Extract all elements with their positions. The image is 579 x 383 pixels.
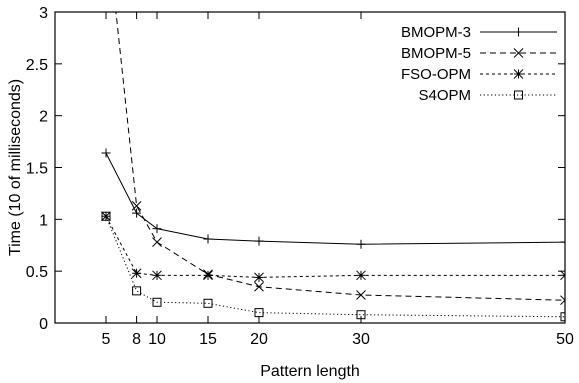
legend-swatch-marker [514,27,523,37]
y-tick-label: 3 [39,5,48,22]
series-s4opm [101,211,565,322]
series-line [105,215,565,278]
data-point [152,224,162,234]
x-tick-label: 20 [250,331,268,348]
data-point [356,270,366,281]
legend-label: BMOPM-5 [401,45,471,62]
data-point [132,208,142,218]
x-tick-label: 15 [199,331,217,348]
x-tick-label: 30 [352,331,370,348]
data-point [152,297,162,307]
data-point [356,290,366,300]
data-point [356,239,366,249]
data-point [101,211,111,221]
y-tick-label: 0.5 [26,264,48,281]
legend-item: FSO-OPM [401,66,557,83]
series-bmopm-3 [101,148,565,249]
data-point [152,270,162,281]
series-bmopm-5 [115,12,565,306]
data-point [560,237,565,247]
data-point [254,281,264,292]
legend-item: BMOPM-3 [401,24,557,41]
y-tick-label: 1 [39,212,48,229]
y-tick-label: 2 [39,109,48,126]
x-tick-label: 50 [556,331,574,348]
data-point [560,270,565,281]
data-point [101,148,111,158]
series-fso-opm [101,211,565,283]
legend-label: BMOPM-3 [401,24,471,41]
legend-label: S4OPM [418,87,471,104]
y-tick-label: 2.5 [26,57,48,74]
y-axis-label: Time (10 of milliseconds) [7,79,24,256]
legend-item: S4OPM [418,87,557,104]
data-point [560,295,565,306]
data-point [254,272,264,283]
data-point [132,286,142,296]
data-point [203,270,213,281]
series-line [105,152,565,245]
series-line [115,12,565,301]
x-tick-label: 10 [148,331,166,348]
x-axis-label: Pattern length [260,363,360,380]
x-tick-label: 5 [102,331,111,348]
data-point [131,201,142,211]
ticks-layer: 5 8 10 15 20 30 50 0 0.5 1 1.5 2 2.5 3 [26,5,574,348]
plot-frame [54,11,566,324]
y-tick-label: 1.5 [26,161,48,178]
series-line [105,216,565,318]
data-point [254,236,264,246]
legend-label: FSO-OPM [401,66,471,83]
legend-item: BMOPM-5 [401,45,557,62]
series-layer [101,12,565,322]
y-tick-label: 0 [39,316,48,333]
legend: BMOPM-3 BMOPM-5 FSO-OPM S4OPM [401,24,557,104]
data-point [203,298,213,308]
data-point [152,237,162,247]
data-point [254,308,264,318]
legend-swatch-marker [513,48,524,58]
x-tick-label: 8 [132,331,141,348]
legend-swatch-marker [514,90,523,100]
data-point [131,268,142,279]
data-point [560,312,565,322]
data-point [203,234,213,244]
legend-swatch-marker [513,69,524,79]
